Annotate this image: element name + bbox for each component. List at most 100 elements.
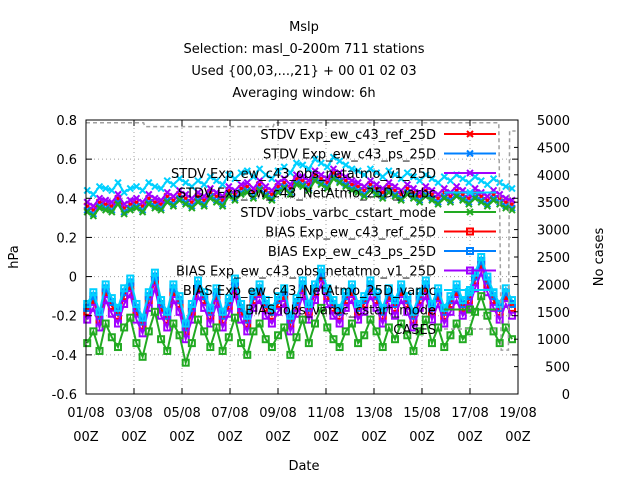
data-point [440, 194, 448, 202]
data-point [434, 178, 442, 187]
data-point [323, 323, 332, 332]
series-line [86, 293, 513, 367]
data-point [249, 288, 258, 297]
x-tick-label-hour: 00Z [265, 430, 291, 445]
y-tick-label: 0.2 [56, 231, 77, 246]
data-point [403, 188, 412, 197]
data-point [280, 175, 288, 183]
data-point [483, 272, 492, 281]
series-2 [83, 165, 516, 210]
data-point [138, 208, 147, 216]
data-point [126, 196, 135, 204]
data-point [434, 198, 442, 206]
data-point [114, 200, 122, 208]
series-4 [83, 175, 516, 220]
data-point [95, 307, 104, 316]
data-point [298, 161, 307, 169]
data-point [206, 184, 215, 193]
data-point [206, 173, 215, 181]
data-point [354, 299, 363, 308]
data-point [83, 339, 92, 348]
data-point [224, 294, 233, 303]
data-point [434, 200, 442, 208]
chart-subtitle-3: Averaging window: 6h [232, 86, 375, 101]
x-tick-label-date: 19/08 [499, 406, 536, 421]
data-point [434, 284, 443, 293]
data-point [169, 192, 178, 201]
data-point [335, 178, 344, 187]
data-point [483, 311, 492, 320]
data-point [477, 196, 485, 204]
data-point [225, 171, 233, 179]
data-point [120, 188, 128, 197]
data-point [237, 180, 245, 189]
x-tick-label-date: 01/08 [67, 406, 104, 421]
data-point [372, 188, 381, 197]
data-point [181, 200, 190, 208]
data-point [255, 280, 264, 289]
data-point [323, 163, 332, 171]
data-point [107, 333, 116, 342]
data-point [169, 202, 178, 210]
data-point [477, 292, 486, 301]
data-point [267, 319, 276, 328]
x-tick-label-hour: 00Z [457, 430, 483, 445]
data-point [175, 194, 184, 202]
legend-label: STDV Exp_ew_c43_obs_netatmo_v1_25D [171, 167, 436, 182]
y-tick-label: -0.2 [52, 310, 77, 325]
y2-tick-label: 1000 [537, 333, 570, 348]
data-point [175, 196, 184, 204]
x-tick-label-hour: 00Z [217, 430, 243, 445]
data-point [280, 184, 288, 193]
data-point [335, 343, 344, 352]
x-tick-label-date: 15/08 [403, 406, 440, 421]
data-point [243, 311, 252, 320]
x-tick-label-hour: 00Z [409, 430, 435, 445]
series-10 [86, 121, 516, 351]
data-point [89, 202, 98, 210]
data-point [329, 173, 338, 181]
data-point [397, 186, 405, 195]
data-point [310, 319, 319, 328]
data-point [391, 190, 399, 199]
data-point [397, 175, 405, 183]
data-point [292, 180, 301, 189]
data-point [372, 169, 381, 177]
data-point [157, 196, 165, 204]
data-point [286, 169, 295, 177]
data-point [231, 186, 239, 195]
series-line [86, 177, 513, 218]
data-point [280, 163, 288, 171]
data-point [267, 303, 276, 312]
data-point [225, 190, 233, 199]
data-point [335, 157, 344, 165]
data-point [446, 292, 455, 301]
data-point [151, 182, 159, 191]
y2-tick-label: 1500 [537, 306, 570, 321]
data-point [298, 315, 307, 324]
data-point [101, 319, 110, 328]
data-point [187, 299, 196, 308]
data-point [188, 194, 196, 202]
x-tick-label-hour: 00Z [169, 430, 195, 445]
data-point [163, 176, 171, 185]
data-point [465, 178, 473, 187]
series-line [86, 155, 513, 196]
data-point [212, 188, 221, 197]
data-point [378, 343, 387, 352]
data-point [422, 190, 430, 199]
data-point [391, 311, 400, 320]
data-point [169, 319, 178, 328]
data-point [311, 176, 319, 185]
series-9 [83, 292, 516, 367]
data-point [255, 165, 264, 173]
data-point [132, 182, 141, 191]
data-point [255, 176, 264, 185]
data-point [218, 307, 227, 316]
data-point [483, 200, 492, 208]
data-point [323, 184, 332, 193]
data-point [120, 323, 129, 332]
data-point [384, 284, 393, 293]
data-point [188, 204, 196, 212]
